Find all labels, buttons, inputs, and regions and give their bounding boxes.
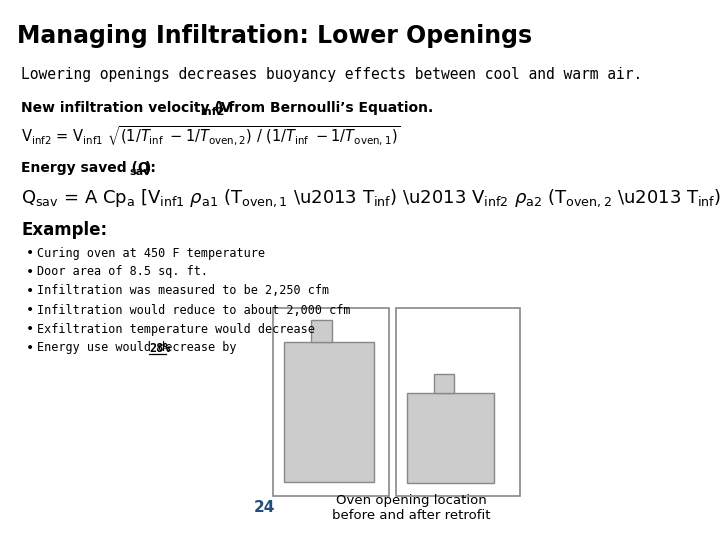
Text: ):: ): [145, 161, 157, 175]
Text: •: • [26, 246, 34, 260]
Text: ) from Bernoulli’s Equation.: ) from Bernoulli’s Equation. [217, 101, 433, 115]
Text: New infiltration velocity (V: New infiltration velocity (V [22, 101, 232, 115]
Text: Q$_{\mathrm{sav}}$ = A Cp$_{\mathrm{a}}$ [V$_{\mathrm{inf1}}$ $\rho_{\mathrm{a1}: Q$_{\mathrm{sav}}$ = A Cp$_{\mathrm{a}}$… [22, 187, 720, 209]
Text: V$_{\mathrm{inf2}}$ = V$_{\mathrm{inf1}}$ $\sqrt{(1/T_{\mathrm{inf}}\ -1/T_{\mat: V$_{\mathrm{inf2}}$ = V$_{\mathrm{inf1}}… [22, 124, 401, 148]
Text: Exfiltration temperature would decrease: Exfiltration temperature would decrease [37, 322, 315, 335]
Text: Example:: Example: [22, 221, 107, 239]
FancyBboxPatch shape [433, 374, 454, 393]
Text: •: • [26, 284, 34, 298]
Text: Energy saved (Q: Energy saved (Q [22, 161, 150, 175]
Text: 28%: 28% [149, 341, 171, 354]
Text: sav: sav [130, 167, 151, 177]
Text: 24: 24 [254, 501, 275, 516]
Text: •: • [26, 265, 34, 279]
Text: Infiltration would reduce to about 2,000 cfm: Infiltration would reduce to about 2,000… [37, 303, 350, 316]
Text: Oven opening location
before and after retrofit: Oven opening location before and after r… [333, 494, 491, 522]
Text: •: • [26, 341, 34, 355]
FancyBboxPatch shape [284, 342, 374, 482]
Text: Door area of 8.5 sq. ft.: Door area of 8.5 sq. ft. [37, 266, 207, 279]
Text: Managing Infiltration: Lower Openings: Managing Infiltration: Lower Openings [17, 24, 532, 48]
FancyBboxPatch shape [273, 308, 389, 496]
Text: Curing oven at 450 F temperature: Curing oven at 450 F temperature [37, 246, 264, 260]
Text: •: • [26, 303, 34, 317]
Text: Energy use would decrease by: Energy use would decrease by [37, 341, 243, 354]
FancyBboxPatch shape [311, 320, 333, 342]
FancyBboxPatch shape [407, 393, 494, 483]
Text: •: • [26, 322, 34, 336]
Text: Infiltration was measured to be 2,250 cfm: Infiltration was measured to be 2,250 cf… [37, 285, 329, 298]
FancyBboxPatch shape [397, 308, 520, 496]
Text: inf2: inf2 [199, 107, 224, 117]
Text: Lowering openings decreases buoyancy effects between cool and warm air.: Lowering openings decreases buoyancy eff… [22, 68, 642, 83]
